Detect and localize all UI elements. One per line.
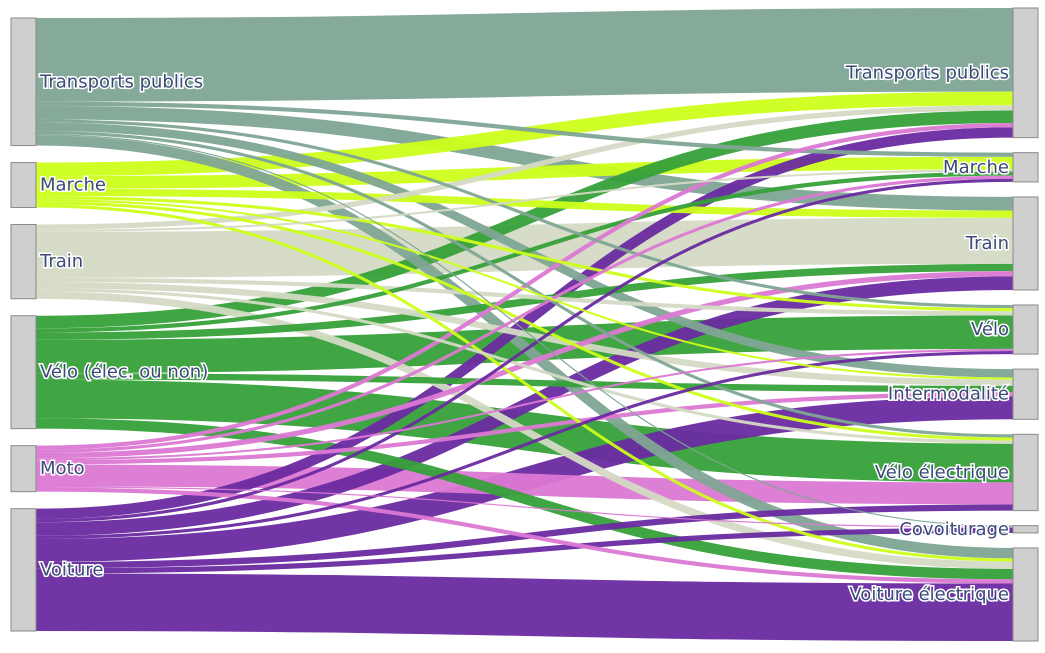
target-node-label: Transports publics: [845, 62, 1009, 83]
target-node: [1012, 304, 1039, 355]
sankey-link: [35, 348, 1014, 461]
sankey-link: [35, 171, 1014, 333]
sankey-link: [35, 119, 1014, 309]
sankey-link: [35, 573, 1014, 641]
source-node: [10, 224, 37, 300]
sankey-link: [35, 527, 1014, 574]
sankey-link: [35, 288, 1014, 444]
target-node-label: Intermodalité: [888, 384, 1009, 405]
target-node-label: Train: [965, 233, 1009, 254]
sankey-link: [35, 263, 1014, 340]
sankey-link: [35, 196, 1014, 312]
sankey-link: [35, 135, 1014, 559]
target-node-label: Vélo: [971, 319, 1009, 340]
source-node: [10, 315, 37, 430]
sankey-link: [35, 464, 1014, 505]
target-node-label: Covoiturage: [899, 519, 1009, 540]
sankey-link: [35, 175, 1014, 453]
target-node: [1012, 433, 1039, 512]
sankey-link: [35, 282, 1014, 386]
sankey-link: [35, 486, 1014, 528]
source-node: [10, 445, 37, 493]
sankey-link: [35, 133, 1014, 527]
sankey-nodes: [10, 7, 1039, 642]
sankey-link: [35, 487, 1014, 584]
sankey-link: [35, 130, 1014, 438]
sankey-link: [35, 123, 1014, 450]
sankey-link: [35, 156, 1014, 189]
sankey-link: [35, 201, 1014, 441]
sankey-link: [35, 178, 1014, 523]
target-node-label: Voiture électrique: [849, 584, 1009, 605]
sankey-link: [35, 277, 1014, 316]
source-node-label: Vélo (élec. ou non): [40, 362, 208, 383]
source-node-label: Marche: [40, 175, 106, 196]
source-node-label: Voiture: [40, 559, 103, 580]
target-node: [1012, 152, 1039, 183]
sankey-link: [35, 127, 1014, 520]
target-node: [1012, 7, 1039, 139]
sankey-link: [35, 105, 1014, 230]
source-node-label: Transports publics: [39, 71, 203, 92]
target-node: [1012, 196, 1039, 291]
sankey-link: [35, 276, 1014, 536]
sankey-link: [35, 101, 1014, 157]
sankey-link: [35, 169, 1014, 232]
sankey-link: [35, 392, 1014, 465]
sankey-labels: Transports publics Marche Train Vélo (élec.…: [38, 61, 1011, 607]
sankey-link: [35, 418, 1014, 580]
source-node-label: Moto: [40, 458, 85, 479]
sankey-links: [35, 8, 1014, 641]
source-node: [10, 17, 37, 147]
sankey-link: [35, 105, 1014, 211]
target-node: [1012, 525, 1039, 534]
source-node: [10, 162, 37, 209]
target-node-label: Marche: [943, 157, 1009, 178]
target-node-label: Vélo électrique: [875, 462, 1009, 483]
sankey-link: [35, 188, 1014, 218]
target-node: [1012, 547, 1039, 642]
sankey-link: [35, 8, 1014, 102]
source-node: [10, 508, 37, 632]
sankey-link: [35, 199, 1014, 380]
source-node-label: Train: [39, 251, 83, 272]
target-node: [1012, 368, 1039, 420]
sankey-link: [35, 350, 1014, 539]
